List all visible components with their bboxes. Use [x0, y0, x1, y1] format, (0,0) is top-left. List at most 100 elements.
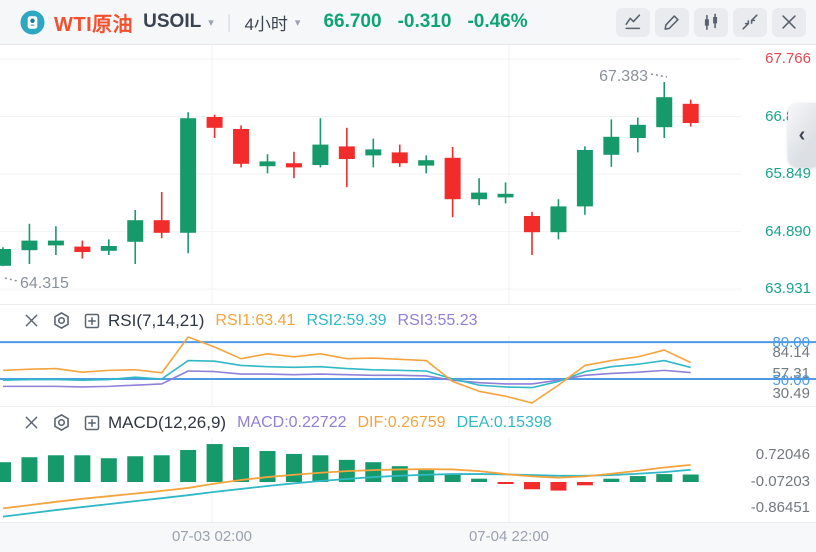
candle-body — [629, 124, 646, 138]
macd-histogram-bar — [312, 455, 329, 482]
macd-histogram-bar — [524, 482, 540, 490]
candle-body — [682, 103, 699, 123]
macd-settings-button[interactable] — [52, 413, 71, 432]
time-tick: 07-04 22:00 — [468, 528, 550, 545]
rsi-remove-button[interactable] — [22, 311, 41, 330]
rsi-panel-header: RSI(7,14,21) RSI1:63.41 RSI2:59.39 RSI3:… — [0, 304, 816, 336]
macd-histogram-bar — [682, 474, 699, 482]
close-chart-button[interactable] — [772, 7, 806, 37]
chevron-left-icon: ‹ — [798, 123, 806, 146]
candle-body — [259, 161, 276, 167]
close-icon — [782, 15, 796, 29]
rsi3-line — [3, 369, 691, 388]
macd-histogram-bar — [74, 455, 91, 482]
macd-histogram-bar — [656, 474, 673, 482]
main-chart-canvas[interactable]: 67.383 64.315 — [0, 45, 816, 304]
rsi-mid-label: 57.31 — [772, 365, 810, 382]
rsi1-value: RSI1:63.41 — [215, 311, 296, 329]
low-annotation: 64.315 — [20, 275, 69, 292]
dif-line — [2, 463, 691, 510]
macd-max-label: 0.72046 — [755, 446, 810, 463]
macd-histogram-bar — [47, 455, 64, 482]
macd-histogram-bar — [180, 449, 197, 482]
macd-histogram-bar — [497, 482, 514, 484]
candle-body — [418, 160, 435, 166]
macd-histogram-bar — [153, 455, 170, 482]
rsi-plot — [0, 336, 816, 406]
macd-canvas[interactable] — [0, 438, 816, 522]
macd-histogram-bar — [550, 482, 567, 491]
price-axis-label: 64.890 — [765, 222, 811, 240]
macd-histogram-bar — [21, 457, 38, 482]
macd-histogram-bar — [629, 476, 646, 482]
symbol-dropdown-caret-icon[interactable]: ▾ — [208, 16, 214, 29]
rsi-level-50-label: 50.00 — [772, 372, 810, 389]
candle-body — [180, 118, 197, 233]
candle-body — [312, 144, 329, 165]
candle-body — [0, 249, 11, 266]
settings-icon — [54, 413, 69, 432]
macd-histogram-bar — [365, 462, 382, 482]
macd-histogram-bar — [471, 478, 488, 482]
candle-body — [656, 97, 673, 128]
candle-body — [153, 220, 170, 233]
indicator-icon — [625, 14, 641, 30]
macd-histogram-bar — [444, 474, 461, 482]
timeframe-dropdown-caret-icon[interactable]: ▾ — [294, 16, 301, 29]
last-price: 66.700 — [323, 11, 382, 32]
draw-button[interactable] — [655, 7, 689, 37]
rsi-settings-button[interactable] — [52, 311, 71, 330]
macd-value: MACD:0.22722 — [237, 413, 347, 431]
macd-histogram-bar — [576, 482, 593, 486]
time-axis[interactable]: 07-03 02:00 07-04 22:00 — [0, 522, 816, 552]
symbol-code[interactable]: USOIL — [143, 11, 202, 32]
candle-body — [285, 163, 302, 168]
price-axis-label: 65.849 — [765, 165, 811, 183]
candle-body — [603, 136, 620, 155]
pencil-icon — [664, 15, 679, 30]
candle-body — [444, 157, 461, 200]
rsi2-line — [2, 359, 691, 389]
collapse-arrows-icon — [742, 14, 758, 30]
collapse-button[interactable] — [733, 7, 767, 37]
macd-histogram-bar — [603, 478, 620, 482]
macd-plot — [0, 438, 816, 522]
price-axis-label: 67.766 — [765, 50, 811, 68]
settings-icon — [54, 311, 69, 330]
candlestick-icon — [704, 13, 718, 31]
rsi-min-label: 30.49 — [772, 385, 810, 402]
rsi-max-label: 84.14 — [772, 344, 810, 361]
candle-style-button[interactable] — [694, 7, 728, 37]
rsi-level-80-label: 80.00 — [772, 334, 810, 351]
macd-histogram-bar — [285, 453, 302, 482]
rsi-canvas[interactable] — [0, 336, 816, 406]
candle-body — [338, 146, 355, 159]
quote-group: 66.700 -0.310 -0.46% — [323, 11, 527, 33]
rsi-add-button[interactable] — [82, 311, 101, 330]
candle-body — [74, 246, 91, 252]
macd-add-button[interactable] — [82, 413, 101, 432]
macd-histogram-bar — [127, 456, 144, 482]
macd-histogram-bar — [418, 470, 435, 482]
panel-collapse-handle[interactable]: ‹ — [788, 103, 816, 167]
macd-remove-button[interactable] — [22, 413, 41, 432]
candle-body — [576, 150, 593, 207]
timeframe-selector[interactable]: 4小时 — [244, 14, 288, 34]
rsi1-line — [2, 336, 692, 404]
candle-body — [497, 193, 514, 198]
macd-mid-label: -0.07203 — [750, 473, 810, 490]
app-logo-icon — [20, 9, 45, 35]
macd-histogram-bar — [206, 444, 223, 482]
add-indicator-icon — [84, 415, 99, 430]
time-tick: 07-03 02:00 — [171, 528, 253, 545]
candle-body — [206, 117, 223, 128]
low-annotation-leader — [4, 277, 18, 282]
candle-body — [550, 206, 567, 233]
close-icon — [25, 416, 38, 429]
indicator-button[interactable] — [616, 7, 650, 37]
candle-body — [471, 192, 488, 200]
dea-line — [2, 468, 691, 518]
high-annotation-leader — [650, 73, 668, 78]
price-change: -0.310 — [397, 11, 452, 32]
